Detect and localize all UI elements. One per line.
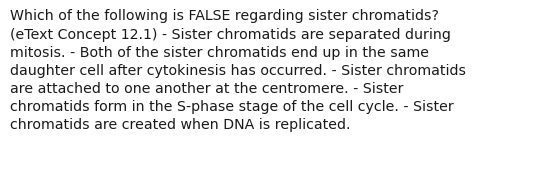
Text: Which of the following is FALSE regarding sister chromatids?
(eText Concept 12.1: Which of the following is FALSE regardin… bbox=[10, 9, 466, 133]
